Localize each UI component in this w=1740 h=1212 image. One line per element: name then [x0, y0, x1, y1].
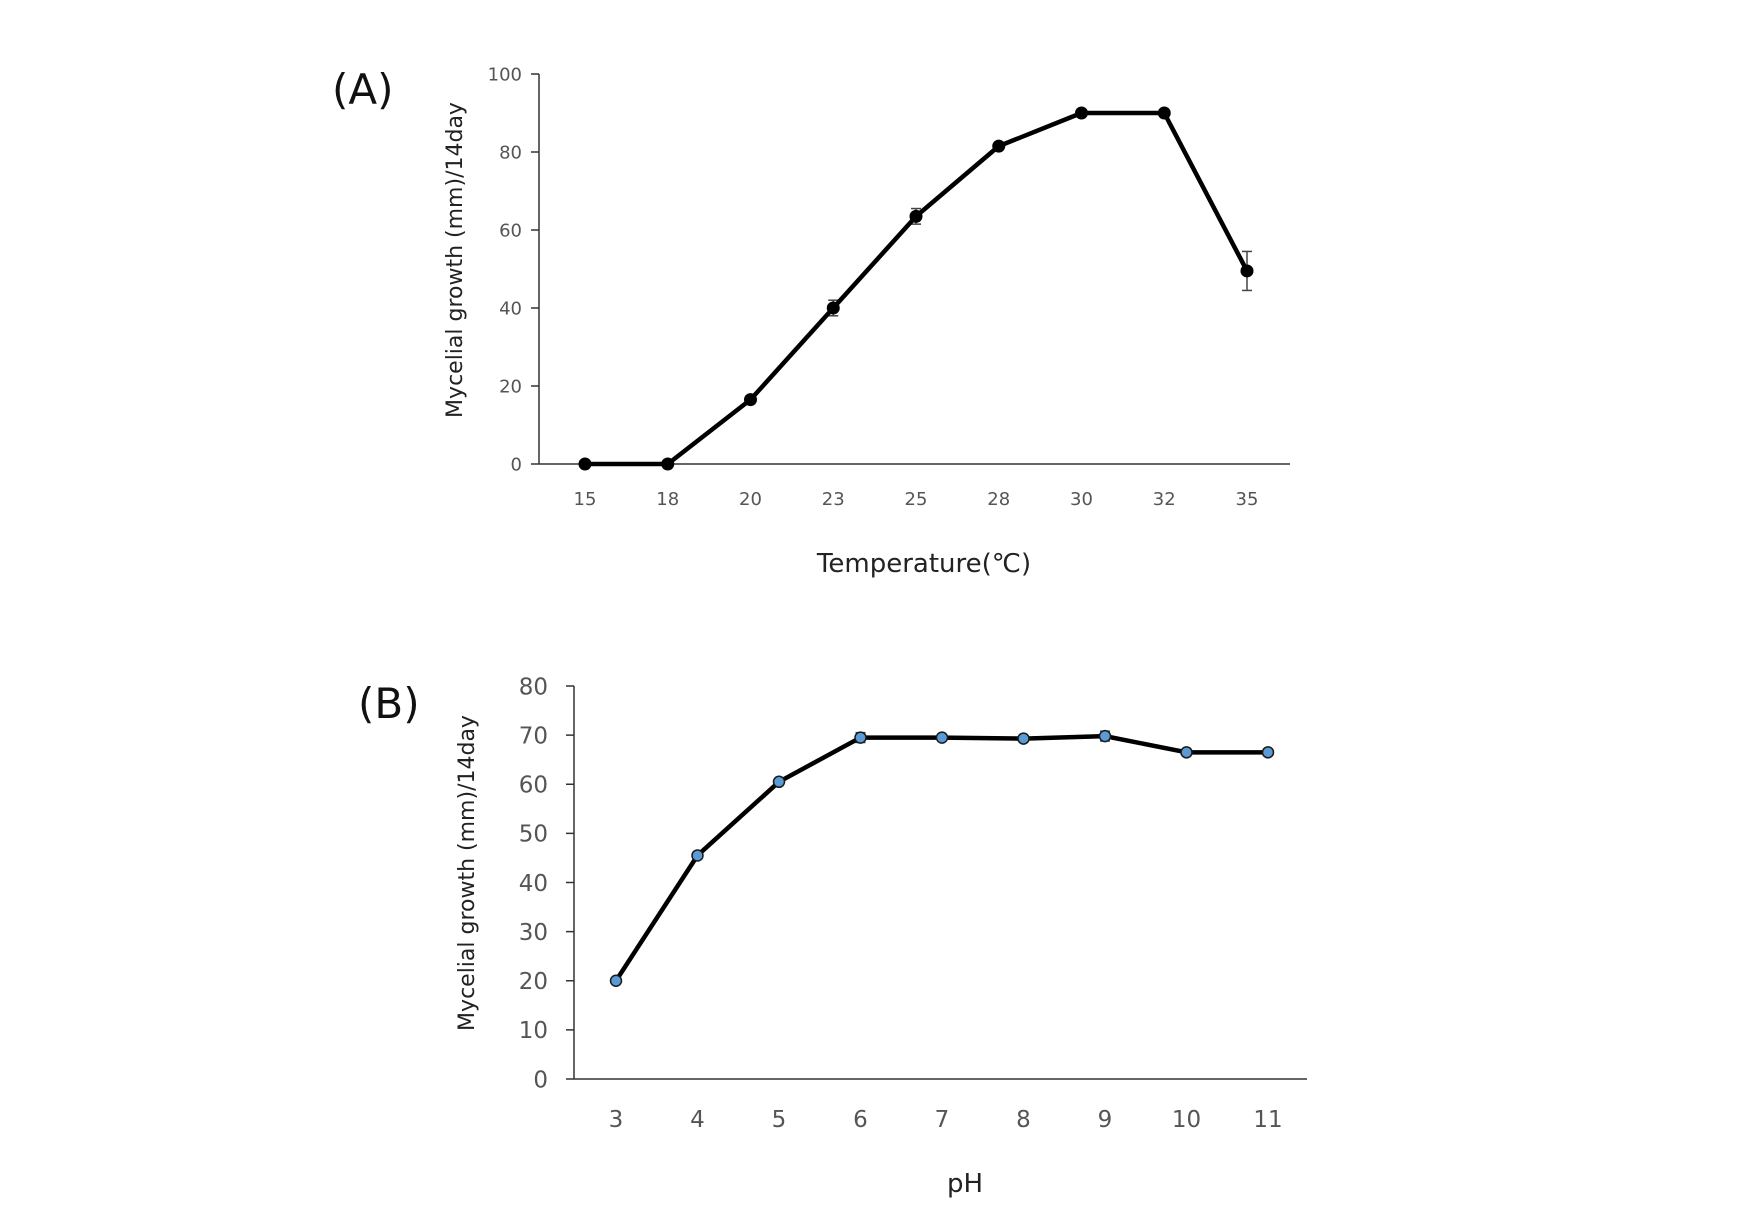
- data-point: [992, 139, 1006, 153]
- data-point: [744, 393, 757, 407]
- y-tick-label: 30: [519, 920, 548, 946]
- y-tick-label: 60: [519, 773, 548, 799]
- ph-chart: (B) Mycelial growth (mm)/14day pH 0 10 20 3…: [358, 674, 1307, 1199]
- x-tick-label: 30: [1070, 489, 1093, 510]
- data-point: [609, 974, 623, 987]
- data-point: [691, 849, 704, 862]
- data-point: [578, 457, 592, 471]
- series-line: [585, 110, 1249, 467]
- x-tick-label: 25: [905, 489, 928, 510]
- data-point: [1157, 106, 1171, 120]
- x-tick-label: 8: [1016, 1107, 1031, 1133]
- data-point: [1180, 746, 1193, 759]
- y-axis-title-a: Mycelial growth (mm)/14day: [443, 102, 468, 418]
- x-tick-label: 15: [574, 489, 597, 510]
- x-tick-label: 10: [1172, 1107, 1201, 1133]
- x-axis-title-a: Temperature(℃): [816, 549, 1031, 579]
- y-tick-label: 70: [519, 723, 548, 749]
- panel-label-b: (B): [358, 679, 420, 728]
- y-tick-label: 40: [519, 871, 548, 897]
- x-tick-label: 6: [853, 1107, 868, 1133]
- x-tick-label: 9: [1098, 1107, 1113, 1133]
- y-tick-label: 80: [519, 674, 548, 700]
- y-tick-label: 10: [519, 1018, 548, 1044]
- data-point: [1017, 732, 1030, 745]
- data-point: [935, 731, 949, 744]
- panel-label-a: (A): [332, 65, 394, 114]
- data-point: [1098, 729, 1112, 743]
- series-line: [614, 733, 1268, 982]
- x-tick-label: 3: [609, 1107, 624, 1133]
- data-point: [661, 457, 675, 471]
- temperature-chart: (A) Mycelial growth (mm)/14day Temperatu…: [332, 64, 1290, 579]
- data-point: [854, 731, 867, 744]
- data-point: [826, 301, 840, 315]
- x-tick-label: 23: [822, 489, 845, 510]
- y-tick-label: 20: [499, 376, 522, 397]
- y-tick-label: 0: [533, 1067, 548, 1093]
- data-point: [1240, 264, 1254, 278]
- x-tick-label: 7: [935, 1107, 950, 1133]
- x-tick-label: 11: [1253, 1107, 1282, 1133]
- data-point: [1261, 746, 1275, 759]
- x-tick-label: 20: [739, 489, 762, 510]
- y-tick-label: 60: [499, 220, 522, 241]
- x-tick-label: 5: [772, 1107, 787, 1133]
- y-tick-label: 100: [488, 64, 522, 85]
- x-tick-label: 28: [987, 489, 1010, 510]
- x-tick-label: 35: [1236, 489, 1259, 510]
- data-point: [772, 775, 786, 789]
- x-tick-label: 18: [656, 489, 679, 510]
- data-point: [1075, 106, 1088, 120]
- y-tick-label: 40: [499, 298, 522, 319]
- y-tick-label: 0: [511, 454, 522, 475]
- y-tick-label: 50: [519, 822, 548, 848]
- x-axis-title-b: pH: [947, 1169, 983, 1199]
- y-tick-label: 20: [519, 969, 548, 995]
- data-point: [909, 209, 923, 223]
- x-tick-label: 4: [690, 1107, 705, 1133]
- y-axis-title-b: Mycelial growth (mm)/14day: [455, 715, 480, 1031]
- x-tick-label: 32: [1153, 489, 1176, 510]
- y-tick-label: 80: [499, 142, 522, 163]
